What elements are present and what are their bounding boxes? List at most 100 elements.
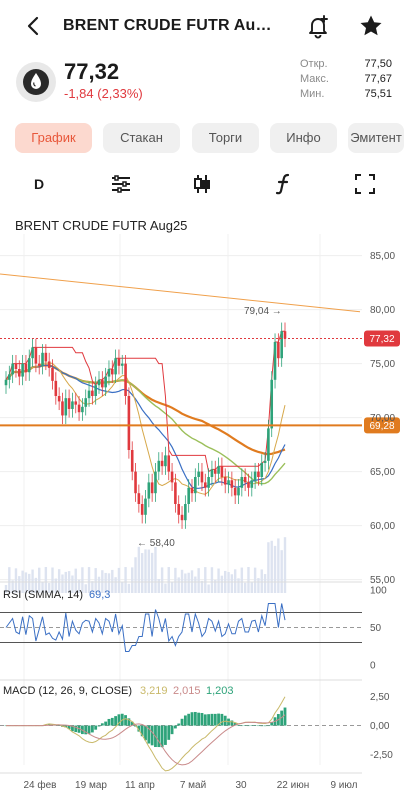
volume-bar bbox=[117, 567, 121, 593]
macd-axis-tick: 0,00 bbox=[370, 721, 390, 732]
app-header: BRENT CRUDE FUTR Au… bbox=[0, 0, 404, 54]
volume-bar bbox=[167, 567, 170, 593]
macd-hist-bar bbox=[217, 713, 220, 726]
candle bbox=[220, 466, 224, 477]
tab-order-book[interactable]: Стакан bbox=[103, 123, 180, 153]
candle bbox=[11, 363, 14, 375]
macd-hist-bar bbox=[67, 725, 71, 730]
tab-info[interactable]: Инфо bbox=[270, 123, 337, 153]
chart-title: BRENT CRUDE FUTR Aug25 bbox=[15, 218, 188, 233]
candles-type-icon[interactable] bbox=[190, 172, 214, 196]
candle bbox=[77, 404, 81, 413]
candle bbox=[194, 477, 197, 494]
macd-hist-bar bbox=[71, 725, 74, 732]
volume-bar bbox=[97, 576, 101, 593]
price-axis-tick: 85,00 bbox=[370, 251, 395, 262]
candle bbox=[51, 367, 54, 381]
candle bbox=[120, 363, 124, 366]
candle bbox=[14, 363, 18, 369]
chart-canvas[interactable]: 77,32 69,28 85,00 80,00 75,00 70,00 65,00 60,00… bbox=[0, 210, 404, 800]
volume-bar bbox=[197, 568, 200, 593]
tab-trades[interactable]: Торги bbox=[192, 123, 259, 153]
candle bbox=[64, 398, 68, 416]
candle bbox=[253, 471, 257, 481]
price-chart[interactable]: BRENT CRUDE FUTR Aug25 77,32 69,28 85,00 80… bbox=[0, 210, 404, 800]
candle bbox=[24, 363, 28, 373]
high-annotation: 79,04 → bbox=[244, 306, 282, 317]
candle bbox=[87, 390, 91, 399]
candle bbox=[67, 398, 71, 409]
candle bbox=[167, 455, 171, 472]
candle bbox=[4, 379, 8, 386]
volume-bar bbox=[283, 537, 287, 593]
volume-bar bbox=[243, 582, 247, 593]
candle bbox=[210, 469, 214, 477]
candle bbox=[84, 398, 88, 407]
volume-bar bbox=[81, 567, 84, 593]
volume-bar bbox=[250, 582, 253, 593]
volume-bar bbox=[184, 573, 187, 593]
macd-hist-bar bbox=[100, 723, 104, 726]
macd-hist-bar bbox=[94, 725, 98, 730]
volume-bar bbox=[240, 567, 244, 593]
function-indicators-icon[interactable] bbox=[272, 172, 296, 196]
macd-hist-bar bbox=[57, 725, 61, 726]
candle bbox=[213, 469, 217, 474]
volume-bar bbox=[263, 574, 267, 593]
candle bbox=[37, 363, 41, 366]
macd-label: MACD (12, 26, 9, CLOSE) bbox=[3, 685, 132, 697]
candle bbox=[117, 358, 121, 366]
volume-bar bbox=[74, 568, 77, 593]
candle bbox=[243, 477, 247, 483]
macd-hist-bar bbox=[233, 723, 237, 726]
candle bbox=[273, 342, 277, 380]
macd-hist-bar bbox=[140, 725, 144, 737]
candle bbox=[137, 493, 141, 504]
volume-bar bbox=[121, 581, 124, 593]
volume-bar bbox=[204, 567, 207, 593]
interval-selector[interactable]: D bbox=[33, 176, 45, 192]
macd-hist-bar bbox=[160, 725, 164, 748]
macd-hist-bar bbox=[263, 725, 267, 727]
candle bbox=[91, 390, 94, 396]
macd-hist-bar bbox=[190, 712, 194, 726]
macd-hist-bar bbox=[220, 713, 224, 726]
favorite-star-icon[interactable] bbox=[358, 13, 384, 39]
macd-hist-bar bbox=[134, 725, 137, 727]
candle bbox=[190, 487, 194, 494]
rsi-label: RSI (SMMA, 14) bbox=[3, 589, 83, 601]
candle bbox=[150, 482, 154, 494]
fullscreen-icon[interactable] bbox=[353, 172, 377, 196]
candle bbox=[41, 352, 44, 366]
macd-hist-bar bbox=[150, 725, 154, 746]
stat-open: Откр. 77,50 bbox=[300, 58, 392, 70]
macd-hist-bar bbox=[104, 721, 108, 726]
volume-bar bbox=[220, 575, 224, 593]
macd-hist-bar bbox=[177, 723, 181, 726]
volume-bar bbox=[247, 567, 250, 593]
volume-bar bbox=[44, 567, 48, 593]
tab-chart[interactable]: График bbox=[15, 123, 92, 153]
macd-axis-tick: 2,50 bbox=[370, 692, 390, 703]
macd-hist-bar bbox=[283, 707, 287, 726]
volume-bar bbox=[54, 578, 58, 593]
volume-bar bbox=[28, 573, 31, 593]
rsi-axis-tick: 50 bbox=[370, 623, 382, 634]
macd-hist-bar bbox=[114, 716, 118, 726]
add-alert-bell-icon[interactable] bbox=[305, 13, 331, 39]
ma-blue-line bbox=[5, 364, 286, 489]
price-axis-tick: 75,00 bbox=[370, 359, 395, 370]
volume-bar bbox=[38, 567, 41, 593]
candle bbox=[270, 379, 274, 429]
candle bbox=[61, 401, 64, 416]
macd-hist-bar bbox=[180, 718, 184, 726]
macd-hist-bar bbox=[77, 725, 81, 733]
trend-line bbox=[0, 273, 361, 313]
volume-bar bbox=[237, 578, 240, 593]
indicator-settings-icon[interactable] bbox=[109, 172, 133, 196]
tab-issuer[interactable]: Эмитент bbox=[348, 123, 404, 153]
volume-bar bbox=[170, 581, 174, 593]
back-arrow-icon[interactable] bbox=[22, 14, 46, 38]
macd-hist-bar bbox=[183, 715, 187, 726]
volume-bar bbox=[111, 569, 114, 593]
